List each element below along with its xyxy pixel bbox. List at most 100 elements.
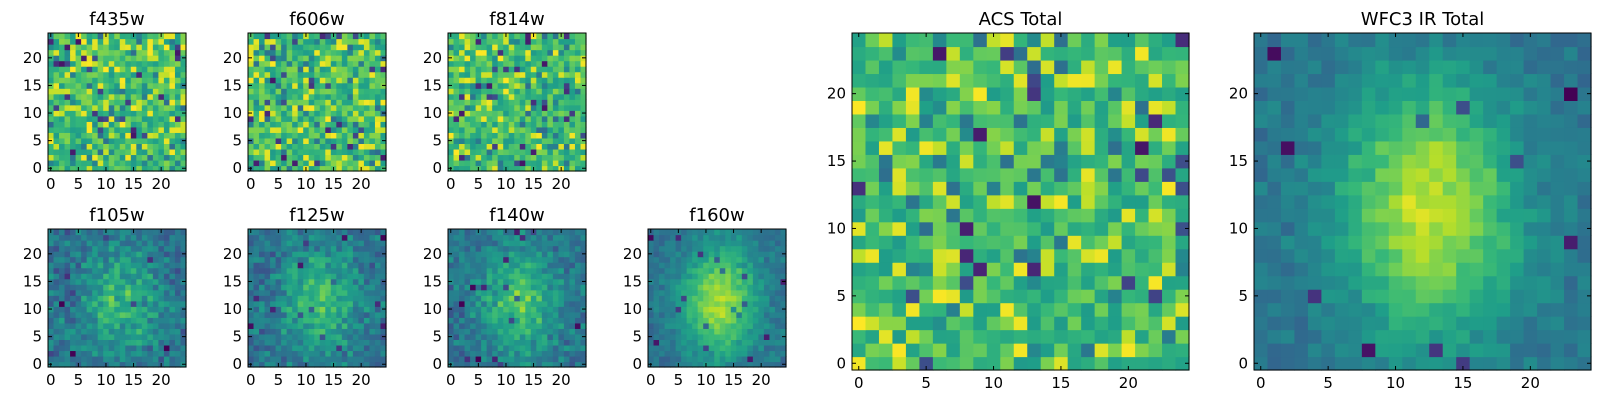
heatmap-cell bbox=[714, 322, 721, 329]
heatmap-cell bbox=[725, 344, 732, 352]
heatmap-cell bbox=[536, 256, 543, 263]
heatmap-cell bbox=[569, 77, 576, 84]
heatmap-cell bbox=[86, 234, 93, 241]
heatmap-cell bbox=[264, 137, 271, 144]
heatmap-cell bbox=[780, 350, 787, 357]
heatmap-cell bbox=[475, 38, 482, 45]
heatmap-cell bbox=[141, 234, 148, 241]
heatmap-cell bbox=[736, 289, 743, 296]
heatmap-cell bbox=[769, 317, 776, 324]
heatmap-cell bbox=[547, 148, 554, 156]
heatmap-cell bbox=[459, 234, 466, 241]
heatmap-cell bbox=[92, 33, 99, 40]
heatmap-cell bbox=[986, 302, 1001, 317]
heatmap-cell bbox=[81, 55, 88, 62]
heatmap-cell bbox=[536, 289, 543, 296]
heatmap-cell bbox=[125, 306, 132, 313]
heatmap-cell bbox=[169, 289, 176, 296]
heatmap-cell bbox=[459, 148, 466, 156]
heatmap-cell bbox=[752, 262, 759, 269]
heatmap-cell bbox=[653, 322, 660, 329]
heatmap-cell bbox=[503, 289, 510, 296]
heatmap-cell bbox=[253, 328, 260, 335]
heatmap-cell bbox=[503, 159, 510, 167]
heatmap-cell bbox=[730, 284, 737, 291]
heatmap-cell bbox=[163, 38, 171, 45]
heatmap-cell bbox=[374, 104, 382, 111]
heatmap-cell bbox=[292, 240, 299, 247]
heatmap-cell bbox=[1013, 181, 1028, 196]
heatmap-cell bbox=[905, 208, 920, 223]
heatmap-cell bbox=[470, 44, 477, 51]
heatmap-cell bbox=[319, 267, 326, 274]
heatmap-cell bbox=[158, 317, 165, 324]
heatmap-cell bbox=[369, 245, 376, 252]
heatmap-cell bbox=[81, 143, 88, 150]
heatmap-cell bbox=[259, 148, 266, 156]
heatmap-cell bbox=[358, 256, 365, 263]
heatmap-cell bbox=[125, 361, 132, 368]
heatmap-cell bbox=[75, 82, 82, 89]
heatmap-cell bbox=[303, 77, 310, 84]
heatmap-cell bbox=[459, 295, 466, 302]
heatmap-cell bbox=[503, 49, 510, 56]
heatmap-cell bbox=[108, 267, 115, 274]
heatmap-cell bbox=[670, 355, 677, 363]
heatmap-cell bbox=[503, 251, 510, 258]
heatmap-cell bbox=[259, 137, 266, 144]
heatmap-cell bbox=[81, 333, 88, 340]
heatmap-cell bbox=[1027, 262, 1042, 277]
heatmap-cell bbox=[1027, 167, 1042, 182]
heatmap-cell bbox=[1000, 194, 1015, 209]
heatmap-cell bbox=[697, 300, 704, 307]
heatmap-cell bbox=[286, 159, 293, 167]
heatmap-cell bbox=[341, 317, 348, 324]
heatmap-cell bbox=[1013, 221, 1028, 236]
heatmap-cell bbox=[1094, 316, 1109, 331]
heatmap-cell bbox=[959, 316, 974, 331]
heatmap-cell bbox=[253, 361, 260, 368]
heatmap-cell bbox=[253, 333, 260, 340]
heatmap-cell bbox=[103, 234, 110, 241]
heatmap-cell bbox=[1027, 289, 1042, 304]
heatmap-cell bbox=[103, 295, 110, 302]
heatmap-cell bbox=[108, 60, 115, 67]
heatmap-cell bbox=[878, 235, 894, 250]
heatmap-cell bbox=[48, 49, 55, 56]
heatmap-cell bbox=[53, 93, 60, 100]
heatmap-cell bbox=[374, 60, 382, 67]
y-tick-label: 20 bbox=[223, 49, 242, 67]
heatmap-cell bbox=[363, 251, 371, 258]
heatmap-cell bbox=[259, 143, 266, 150]
heatmap-cell bbox=[141, 240, 148, 247]
heatmap-cell bbox=[547, 333, 554, 340]
heatmap-cell bbox=[281, 306, 288, 313]
x-tick-label: 5 bbox=[674, 371, 684, 389]
heatmap-cell bbox=[336, 234, 343, 241]
heatmap-cell bbox=[563, 110, 571, 117]
heatmap-cell bbox=[563, 333, 571, 340]
heatmap-cell bbox=[547, 273, 554, 280]
heatmap-cell bbox=[497, 55, 504, 62]
heatmap-cell bbox=[475, 333, 482, 340]
heatmap-cell bbox=[86, 262, 93, 269]
heatmap-cell bbox=[119, 339, 126, 346]
heatmap-cell bbox=[697, 284, 704, 291]
heatmap-cell bbox=[259, 251, 266, 258]
heatmap-cell bbox=[380, 328, 387, 335]
heatmap-cell bbox=[119, 273, 126, 280]
heatmap-cell bbox=[508, 60, 515, 67]
heatmap-cell bbox=[253, 339, 260, 346]
heatmap-cell bbox=[163, 284, 171, 291]
heatmap-cell bbox=[97, 137, 104, 144]
heatmap-cell bbox=[308, 245, 315, 252]
heatmap-cell bbox=[675, 295, 682, 302]
x-tick-label: 15 bbox=[524, 371, 543, 389]
heatmap-cell bbox=[536, 38, 543, 45]
heatmap-cell bbox=[865, 248, 880, 263]
y-tick-label: 15 bbox=[423, 76, 442, 94]
heatmap-cell bbox=[75, 245, 82, 252]
heatmap-cell bbox=[141, 55, 148, 62]
